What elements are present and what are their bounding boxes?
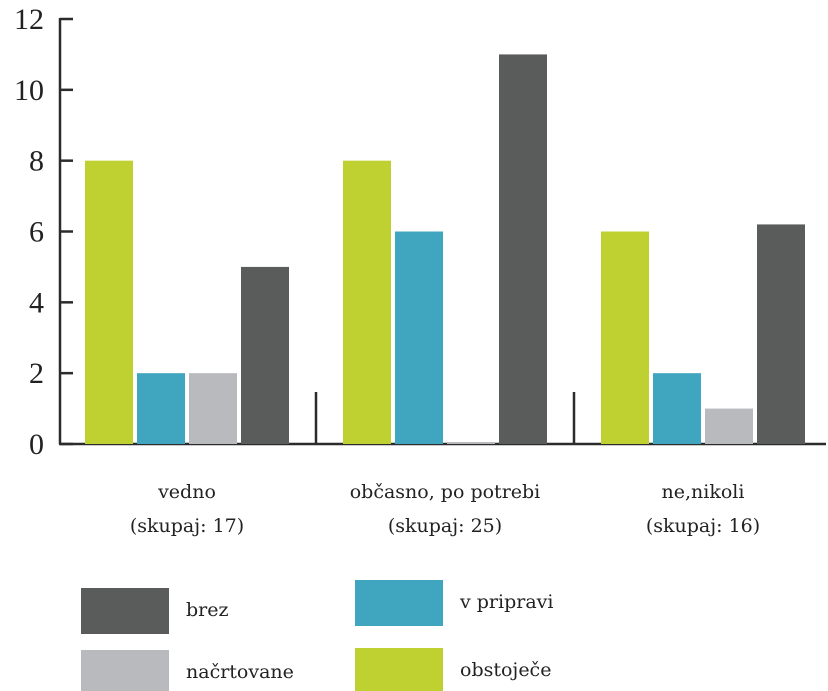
legend: brez v pripravi načrtovane obstoječe (81, 580, 553, 691)
y-tick-label: 10 (14, 74, 44, 107)
y-tick-label: 12 (14, 3, 44, 36)
bars (85, 54, 805, 445)
bar-v pripravi-0 (137, 373, 185, 444)
legend-label: brez (186, 599, 229, 621)
bar-načrtovane-1 (447, 442, 495, 444)
bar-obstoječe-2 (601, 231, 649, 444)
bar-načrtovane-2 (705, 408, 753, 444)
legend-swatch-v pripravi (355, 580, 443, 626)
legend-label: načrtovane (186, 661, 294, 683)
bar-obstoječe-0 (85, 160, 133, 444)
category-sublabel: (skupaj: 16) (646, 515, 760, 537)
y-tick-label: 2 (29, 357, 44, 390)
category-label: ne,nikoli (662, 481, 745, 503)
legend-label: v pripravi (459, 591, 553, 613)
legend-swatch-načrtovane (81, 650, 169, 691)
bar-obstoječe-1 (343, 160, 391, 444)
bar-brez-0 (241, 266, 289, 444)
category-label: vedno (157, 481, 216, 503)
category-sublabel: (skupaj: 25) (388, 515, 502, 537)
legend-swatch-obstoječe (355, 648, 443, 691)
y-tick-label: 0 (29, 428, 44, 461)
category-sublabel: (skupaj: 17) (130, 515, 244, 537)
axes: 0 2 4 6 8 10 12 (14, 3, 826, 461)
bar-brez-1 (499, 54, 547, 445)
category-label: občasno, po potrebi (350, 481, 541, 503)
legend-swatch-brez (81, 588, 169, 634)
bar-v pripravi-2 (653, 373, 701, 444)
bar-v pripravi-1 (395, 231, 443, 444)
y-tick-label: 8 (29, 145, 44, 178)
legend-label: obstoječe (460, 659, 551, 681)
y-tick-label: 6 (29, 216, 44, 249)
category-labels: vedno (skupaj: 17) občasno, po potrebi (sku… (130, 481, 760, 537)
y-tick-label: 4 (29, 286, 44, 319)
bar-brez-2 (757, 224, 805, 444)
bar-načrtovane-0 (189, 373, 237, 444)
